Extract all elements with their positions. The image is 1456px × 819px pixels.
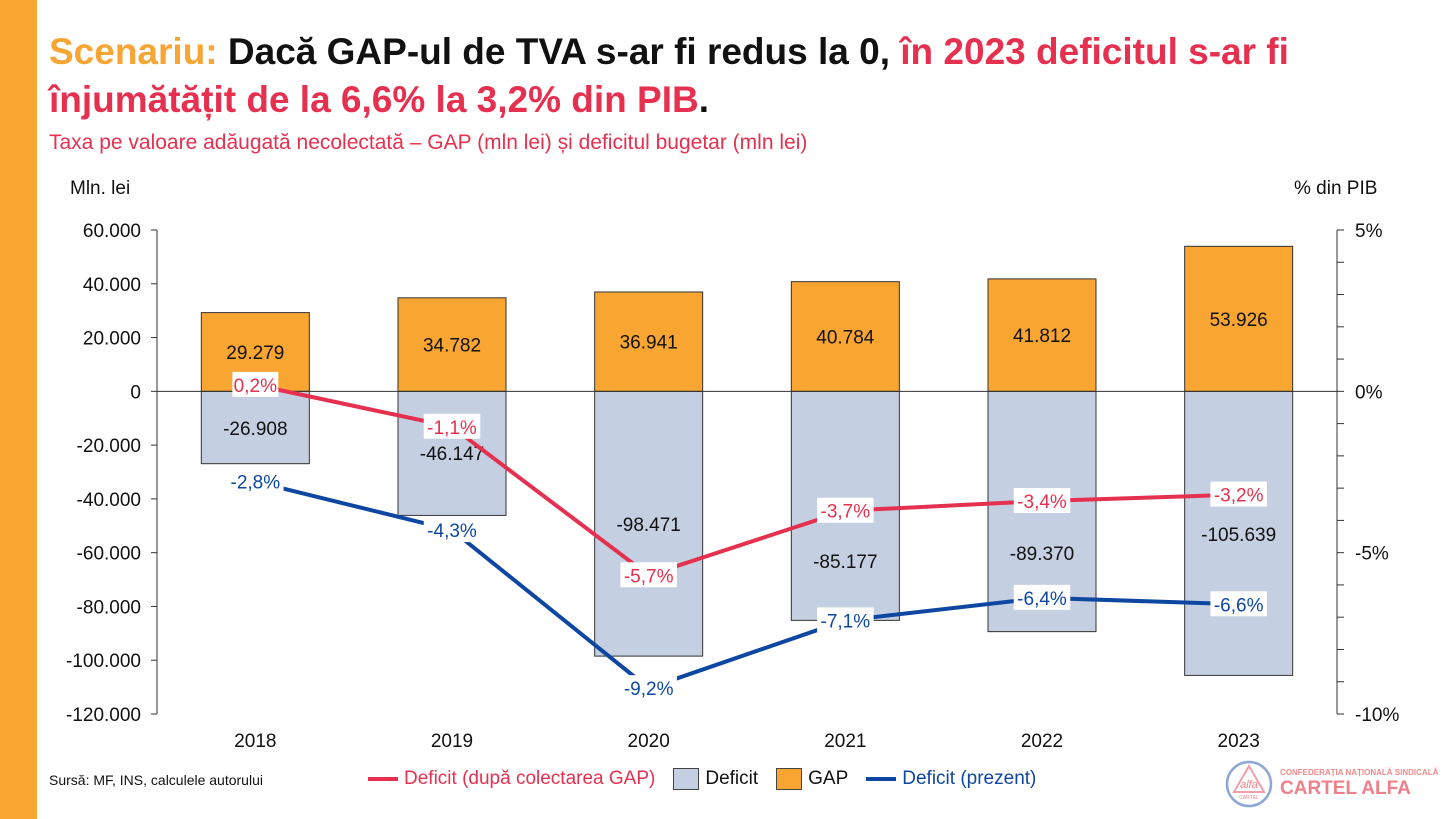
- line-label-background: [620, 675, 677, 701]
- gap-value-label: 40.784: [816, 328, 875, 349]
- deficit-after-line-value-label: 0,2%: [234, 376, 277, 397]
- legend-item-deficit-present: Deficit (prezent): [866, 768, 1036, 790]
- legend-swatch-deficit-present: [866, 777, 897, 781]
- deficit-value-label: -26.908: [223, 419, 287, 440]
- right-axis-tick-label: -10%: [1355, 705, 1399, 726]
- line-label-background: [817, 497, 874, 523]
- logo-org-subtitle: CONFEDERAȚIA NAȚIONALĂ SINDICALĂ: [1280, 768, 1439, 777]
- deficit-present-line-value-label: -2,8%: [231, 473, 281, 494]
- deficit-bar: [594, 390, 704, 657]
- gap-value-label: 34.782: [423, 336, 481, 357]
- logo-org-name: CARTEL ALFA: [1280, 778, 1411, 799]
- title-period: .: [698, 79, 710, 120]
- deficit-after-line-value-label: -3,4%: [1017, 492, 1067, 513]
- legend-swatch-deficit: [673, 768, 700, 790]
- right-axis-tick-label: 0%: [1355, 382, 1383, 403]
- deficit-after-line: [254, 382, 1239, 578]
- line-label-background: [227, 468, 284, 494]
- legend-swatch-gap: [776, 768, 803, 790]
- deficit-after-line-value-label: -3,2%: [1214, 486, 1264, 507]
- deficit-after-line-value-label: -3,7%: [821, 502, 871, 523]
- deficit-present-line-value-label: -6,6%: [1214, 595, 1264, 616]
- legend-item-deficit: Deficit: [673, 768, 758, 790]
- left-axis-tick-label: -20.000: [77, 436, 141, 457]
- chart-legend: Deficit (după colectarea GAP) Deficit GA…: [368, 768, 1044, 790]
- category-label: 2018: [234, 731, 276, 752]
- deficit-bar: [397, 390, 507, 516]
- left-axis-tick-label: -40.000: [77, 490, 141, 511]
- cartel-alfa-emblem: alfa CARTEL: [1225, 760, 1273, 808]
- category-label: 2021: [824, 731, 866, 752]
- left-axis-unit: Mln. lei: [70, 178, 131, 199]
- deficit-bar: [1184, 390, 1294, 676]
- legend-item-deficit-after: Deficit (după colectarea GAP): [368, 768, 655, 790]
- legend-item-gap: GAP: [776, 768, 848, 790]
- page-title: Scenariu: Dacă GAP-ul de TVA s-ar fi red…: [49, 28, 1389, 124]
- category-label: 2023: [1218, 731, 1260, 752]
- left-axis-tick-label: -120.000: [66, 705, 141, 726]
- deficit-value-label: -46.147: [420, 444, 484, 465]
- deficit-value-label: -89.370: [1010, 544, 1074, 565]
- line-label-background: [817, 607, 874, 633]
- title-scenario-label: Scenariu:: [49, 31, 218, 72]
- side-accent-bar: [0, 0, 37, 819]
- gap-bar: [594, 291, 704, 392]
- left-axis-tick-label: -60.000: [77, 544, 141, 565]
- gap-bar: [987, 278, 1097, 392]
- left-axis-tick-label: -80.000: [77, 597, 141, 618]
- right-axis-unit: % din PIB: [1294, 178, 1378, 199]
- left-axis-tick-label: 20.000: [83, 329, 141, 350]
- deficit-value-label: -105.639: [1201, 525, 1276, 546]
- left-axis-tick-label: 0: [130, 382, 141, 403]
- deficit-bar: [200, 390, 310, 465]
- cartel-alfa-logo: alfa CARTEL CONFEDERAȚIA NAȚIONALĂ SINDI…: [1224, 758, 1438, 810]
- gap-value-label: 41.812: [1013, 326, 1071, 347]
- gap-value-label: 53.926: [1210, 310, 1268, 331]
- deficit-present-line-value-label: -9,2%: [624, 679, 674, 700]
- category-label: 2020: [628, 731, 670, 752]
- gap-bar: [397, 297, 507, 392]
- legend-label-deficit-after: Deficit (după colectarea GAP): [404, 768, 656, 789]
- line-label-background: [423, 413, 481, 439]
- line-label-background: [1210, 591, 1267, 617]
- legend-label-deficit: Deficit: [705, 768, 759, 789]
- legend-swatch-deficit-after: [368, 777, 398, 781]
- deficit-after-line-value-label: -1,1%: [427, 418, 477, 439]
- logo-mark-sub: CARTEL: [1239, 795, 1259, 801]
- title-conclusion: în 2023 deficitul s-ar fi înjumătățit de…: [49, 31, 1289, 120]
- left-axis-tick-label: -100.000: [66, 651, 141, 672]
- deficit-value-label: -98.471: [616, 515, 680, 536]
- deficit-value-label: -85.177: [813, 552, 877, 573]
- right-axis-tick-label: -5%: [1355, 544, 1389, 565]
- deficit-present-line-value-label: -4,3%: [427, 521, 477, 542]
- right-axis-tick-label: 5%: [1355, 221, 1383, 242]
- line-label-background: [620, 562, 677, 588]
- legend-label-gap: GAP: [808, 768, 849, 789]
- deficit-present-line-value-label: -7,1%: [821, 611, 871, 632]
- source-note: Sursă: MF, INS, calculele autorului: [49, 772, 263, 788]
- line-label-background: [232, 371, 279, 397]
- line-label-background: [1210, 481, 1267, 507]
- chart-subtitle: Taxa pe valoare adăugată necolectată – G…: [49, 131, 808, 154]
- deficit-after-line-value-label: -5,7%: [624, 566, 674, 587]
- category-label: 2019: [431, 731, 473, 752]
- left-axis-tick-label: 60.000: [83, 221, 141, 242]
- left-axis-tick-label: 40.000: [83, 275, 141, 296]
- deficit-present-line: [254, 479, 1239, 691]
- logo-mark-word: alfa: [1240, 779, 1258, 791]
- title-condition: Dacă GAP-ul de TVA s-ar fi redus la 0,: [217, 31, 901, 72]
- legend-label-deficit-present: Deficit (prezent): [902, 768, 1037, 789]
- line-label-background: [423, 517, 481, 543]
- gap-bar: [790, 281, 900, 392]
- deficit-present-line-value-label: -6,4%: [1017, 589, 1067, 610]
- gap-value-label: 36.941: [620, 333, 678, 354]
- gap-bar: [1184, 245, 1294, 392]
- line-label-background: [1013, 584, 1071, 610]
- category-label: 2022: [1021, 731, 1063, 752]
- gap-value-label: 29.279: [226, 343, 284, 364]
- line-label-background: [1013, 488, 1071, 514]
